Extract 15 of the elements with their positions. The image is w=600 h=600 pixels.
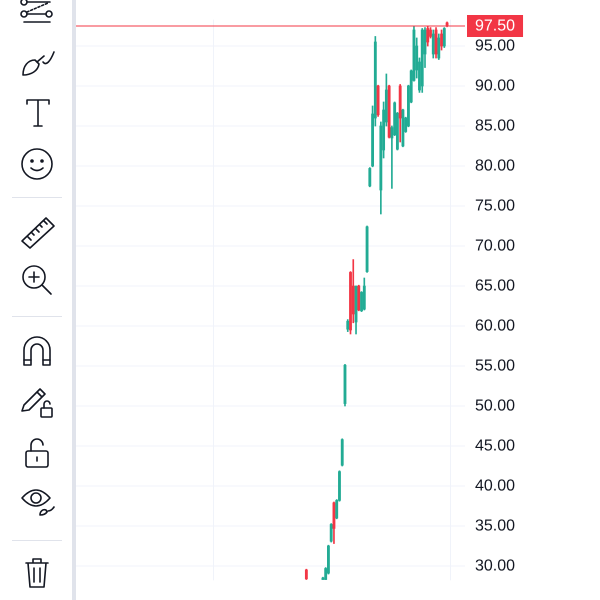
ref-line-label: 97.50 — [475, 17, 516, 34]
y-tick-label: 70.00 — [475, 237, 516, 254]
y-tick-label: 45.00 — [475, 437, 516, 454]
y-tick-label: 95.00 — [475, 37, 516, 54]
y-tick-label: 30.00 — [475, 557, 516, 574]
y-tick-label: 90.00 — [475, 77, 516, 94]
y-tick-label: 40.00 — [475, 477, 516, 494]
y-tick-label: 85.00 — [475, 117, 516, 134]
y-tick-label: 35.00 — [475, 517, 516, 534]
y-tick-label: 75.00 — [475, 197, 516, 214]
y-tick-label: 60.00 — [475, 317, 516, 334]
y-tick-label: 55.00 — [475, 357, 516, 374]
y-tick-label: 80.00 — [475, 157, 516, 174]
y-tick-label: 50.00 — [475, 397, 516, 414]
y-tick-label: 65.00 — [475, 277, 516, 294]
